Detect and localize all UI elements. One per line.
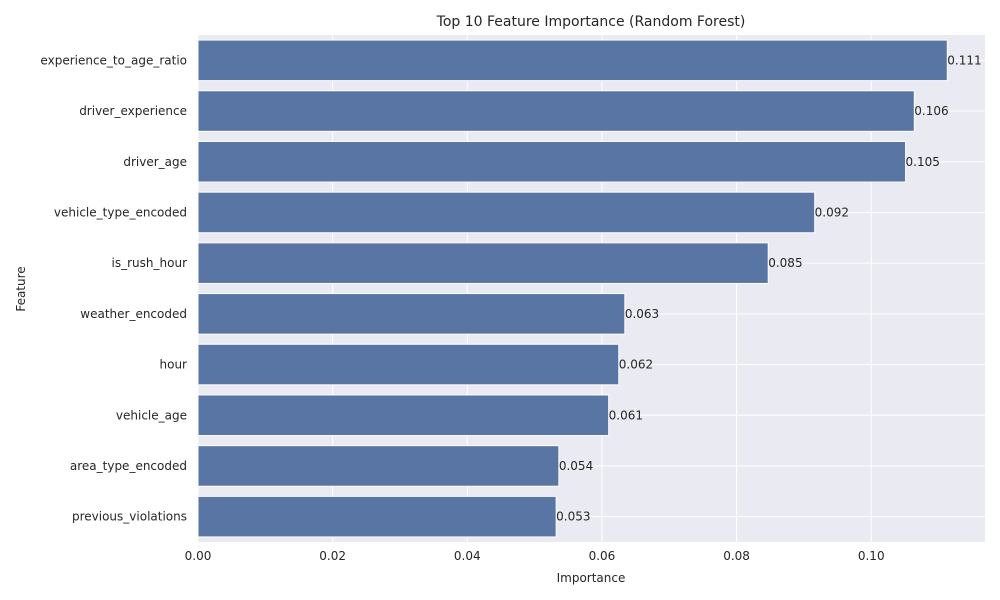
x-tick-label: 0.08 (723, 549, 750, 563)
data-label: 0.061 (609, 408, 643, 422)
data-label: 0.092 (815, 205, 849, 219)
bar-driver-age (197, 140, 907, 183)
data-label: 0.105 (906, 155, 940, 169)
bar-area-type-encoded (197, 445, 560, 487)
category-labels: experience_to_age_ratio driver_experience… (40, 53, 187, 523)
data-labels: 0.111 0.106 0.105 0.092 0.085 0.063 0.062 0.061… (556, 53, 982, 523)
category-label: weather_encoded (80, 307, 187, 321)
data-label: 0.054 (559, 459, 593, 473)
category-label: driver_experience (79, 104, 187, 118)
x-tick-labels: 0.00 0.02 0.04 0.06 0.08 0.10 (185, 549, 885, 563)
chart-title: Top 10 Feature Importance (Random Forest… (436, 14, 746, 30)
category-label: vehicle_age (116, 408, 187, 422)
data-label: 0.111 (947, 53, 981, 67)
data-label: 0.053 (556, 510, 590, 524)
bar-previous-violations (197, 495, 557, 538)
category-label: previous_violations (72, 510, 187, 524)
category-label: hour (160, 358, 188, 372)
category-label: vehicle_type_encoded (54, 205, 187, 219)
y-axis-label: Feature (14, 266, 28, 311)
data-label: 0.063 (625, 307, 659, 321)
x-tick-label: 0.10 (858, 549, 885, 563)
data-label: 0.085 (768, 256, 802, 270)
bar-vehicle-type-encoded (197, 191, 816, 234)
x-axis-label: Importance (557, 571, 626, 585)
bar-vehicle-age (197, 394, 610, 437)
bar-is-rush-hour (197, 242, 769, 284)
bar-experience-to-age-ratio (197, 39, 948, 82)
x-tick-label: 0.06 (589, 549, 616, 563)
data-label: 0.106 (914, 104, 948, 118)
bars (197, 39, 948, 538)
category-label: is_rush_hour (112, 256, 188, 270)
bar-driver-experience (197, 90, 915, 132)
category-label: experience_to_age_ratio (40, 53, 187, 67)
category-label: area_type_encoded (70, 459, 187, 473)
bar-hour (197, 343, 620, 386)
x-tick-label: 0.04 (454, 549, 481, 563)
category-label: driver_age (123, 155, 187, 169)
x-tick-label: 0.02 (319, 549, 346, 563)
data-label: 0.062 (619, 358, 653, 372)
bar-weather-encoded (197, 293, 626, 335)
x-tick-label: 0.00 (185, 549, 212, 563)
